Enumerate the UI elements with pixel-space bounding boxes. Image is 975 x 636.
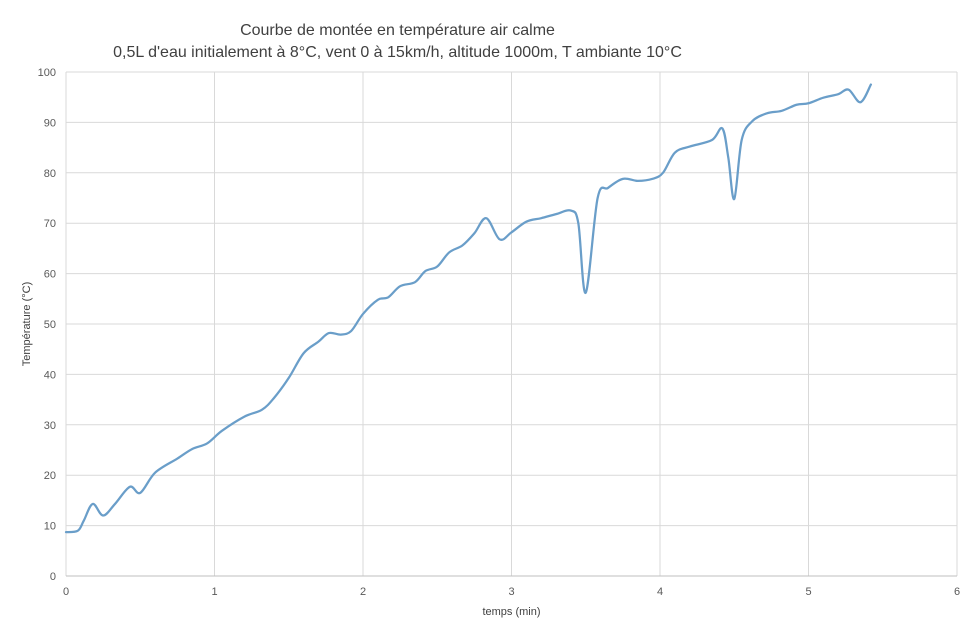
x-axis-title: temps (min) (482, 606, 540, 618)
x-tick-label: 5 (805, 586, 811, 598)
y-tick-label: 10 (44, 521, 56, 533)
y-tick-label: 90 (44, 117, 56, 129)
y-tick-label: 20 (44, 470, 56, 482)
x-tick-labels: 0 1 2 3 4 5 6 (63, 586, 960, 598)
x-tick-label: 2 (360, 586, 366, 598)
chart-subtitle: 0,5L d'eau initialement à 8°C, vent 0 à … (113, 44, 682, 61)
x-tick-label: 1 (211, 586, 217, 598)
y-tick-labels: 0 10 20 30 40 50 60 70 80 90 100 (38, 67, 56, 583)
y-axis-title: Température (°C) (21, 282, 33, 366)
y-tick-label: 60 (44, 269, 56, 281)
chart-title: Courbe de montée en température air calm… (240, 22, 555, 39)
x-tick-label: 6 (954, 586, 960, 598)
y-tick-label: 50 (44, 319, 56, 331)
gridlines (65, 71, 958, 577)
series-group (64, 83, 872, 534)
y-tick-label: 80 (44, 168, 56, 180)
y-tick-label: 30 (44, 420, 56, 432)
series-line (64, 83, 872, 534)
y-tick-label: 70 (44, 218, 56, 230)
x-tick-label: 4 (657, 586, 663, 598)
y-tick-label: 0 (50, 571, 56, 583)
y-tick-label: 100 (38, 67, 56, 79)
x-tick-label: 0 (63, 586, 69, 598)
y-tick-label: 40 (44, 369, 56, 381)
x-tick-label: 3 (508, 586, 514, 598)
